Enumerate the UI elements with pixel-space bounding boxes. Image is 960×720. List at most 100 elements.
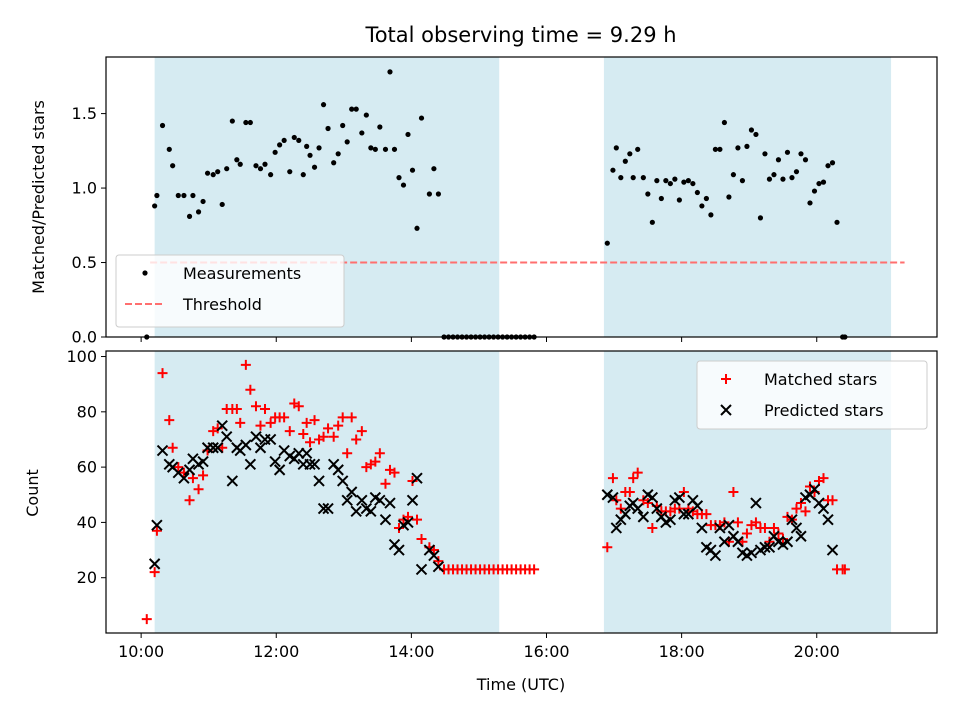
y-axis-label-count: Count	[23, 469, 42, 517]
data-point	[311, 164, 318, 170]
data-point	[164, 415, 175, 426]
data-point	[829, 160, 836, 166]
data-point	[839, 564, 850, 575]
data-point	[359, 130, 365, 136]
legend-marker-icon	[721, 374, 731, 384]
data-point	[701, 509, 712, 520]
data-point	[717, 146, 723, 152]
data-point	[151, 525, 162, 536]
data-point	[186, 213, 193, 219]
data-point	[825, 163, 831, 169]
data-point	[240, 439, 252, 451]
data-point	[826, 544, 839, 556]
data-point	[380, 478, 391, 489]
data-point	[178, 472, 190, 484]
data-point	[635, 146, 641, 152]
data-point	[250, 401, 261, 412]
chart-title: Total observing time = 9.29 h	[364, 23, 676, 47]
data-point	[221, 430, 233, 443]
data-point	[664, 513, 677, 526]
data-point	[768, 522, 779, 533]
data-point	[775, 157, 782, 163]
data-point	[628, 473, 639, 484]
data-point	[301, 417, 312, 428]
data-point	[400, 182, 407, 188]
data-point	[762, 151, 768, 157]
data-point	[690, 180, 696, 187]
data-point	[382, 146, 389, 152]
data-point	[405, 131, 411, 138]
data-point	[341, 494, 353, 507]
data-point	[703, 195, 709, 202]
legend-box	[115, 254, 345, 328]
y-tick-label: 60	[77, 458, 97, 477]
legend-label: Measurements	[183, 264, 301, 283]
data-point	[640, 175, 646, 181]
data-point	[318, 431, 329, 442]
data-point	[148, 558, 161, 570]
data-point	[651, 502, 663, 515]
data-point	[676, 197, 682, 203]
data-point	[414, 225, 420, 231]
data-point	[166, 146, 172, 152]
data-point	[345, 486, 358, 498]
data-point	[735, 145, 741, 151]
data-point	[678, 508, 690, 520]
ratio-panel: 0.0 0.5 1.0 1.5 Measurements Threshold	[72, 56, 938, 347]
data-point	[198, 470, 209, 481]
data-point	[753, 131, 759, 138]
data-point	[351, 434, 362, 445]
data-point	[798, 151, 804, 157]
data-point	[672, 176, 678, 182]
data-point	[771, 172, 777, 178]
data-point	[200, 198, 206, 205]
data-point	[807, 200, 813, 206]
data-point	[607, 491, 619, 504]
data-point	[780, 176, 786, 182]
data-point	[149, 567, 160, 578]
data-point	[613, 145, 619, 151]
observing-window	[603, 57, 892, 337]
data-point	[721, 119, 728, 126]
data-point	[291, 134, 297, 141]
data-point	[287, 169, 293, 175]
data-point	[719, 517, 730, 528]
data-point	[777, 534, 788, 544]
legend-label: Predicted stars	[764, 401, 884, 420]
data-point	[219, 201, 225, 208]
data-point	[748, 127, 755, 133]
data-point	[173, 462, 184, 473]
data-point	[432, 560, 445, 573]
data-point	[391, 146, 398, 152]
data-point	[190, 192, 196, 199]
data-point	[764, 536, 775, 547]
data-point	[350, 505, 362, 518]
data-point	[340, 122, 346, 129]
data-point	[728, 487, 739, 497]
data-point	[370, 456, 381, 467]
data-point	[709, 549, 722, 562]
data-point	[308, 458, 321, 471]
data-point	[732, 517, 743, 528]
data-point	[739, 178, 746, 184]
data-point	[331, 160, 337, 166]
data-point	[325, 125, 331, 132]
data-point	[187, 473, 198, 484]
data-point	[800, 506, 811, 517]
data-point	[773, 528, 784, 539]
data-point	[723, 519, 735, 531]
data-point	[407, 475, 418, 486]
data-point	[681, 179, 687, 185]
data-point	[433, 556, 444, 567]
data-point	[712, 146, 719, 152]
legend-label: Threshold	[182, 295, 262, 314]
data-point	[264, 433, 277, 446]
data-point	[744, 143, 750, 149]
legend-label: Matched stars	[764, 370, 877, 389]
data-point	[649, 219, 655, 225]
data-point	[822, 513, 834, 526]
data-point	[428, 549, 440, 562]
data-point	[193, 484, 204, 495]
x-tick-label: 10:00	[118, 642, 164, 661]
y-tick-label: 100	[66, 347, 97, 366]
